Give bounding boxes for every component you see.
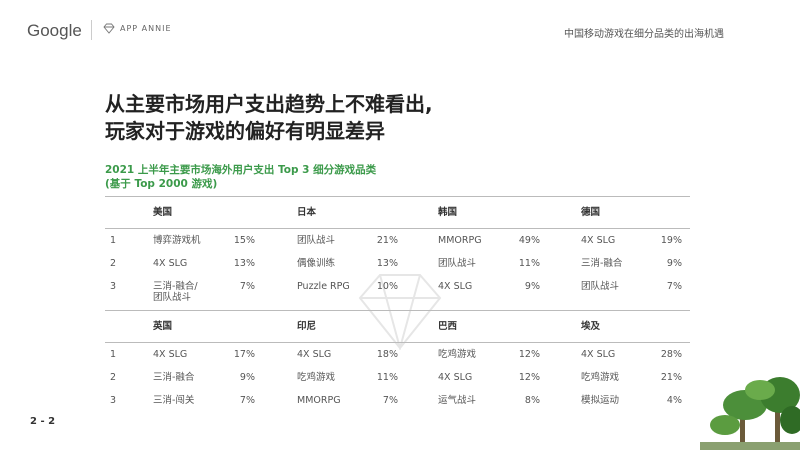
share-percent: 7% — [382, 395, 398, 406]
category-name: 运气战斗 — [438, 395, 477, 406]
share-percent: 13% — [376, 258, 398, 269]
category-name: 吃鸡游戏 — [581, 372, 620, 383]
share-percent: 7% — [239, 281, 255, 292]
share-percent: 4% — [666, 395, 682, 406]
category-name: 团队战斗 — [297, 235, 336, 246]
share-percent: 13% — [233, 258, 255, 269]
header-rule — [105, 228, 690, 229]
share-percent: 15% — [233, 235, 255, 246]
share-percent: 18% — [376, 349, 398, 360]
category-name: 4X SLG — [581, 235, 616, 246]
share-percent: 11% — [518, 258, 540, 269]
category-name: 吃鸡游戏 — [438, 349, 477, 360]
rank-number: 1 — [110, 235, 117, 246]
page-number: 2 - 2 — [30, 416, 56, 427]
title-line: 从主要市场用户支出趋势上不难看出, — [105, 92, 433, 116]
category-name: Puzzle RPG — [297, 281, 350, 292]
caption-line: 2021 上半年主要市场海外用户支出 Top 3 细分游戏品类 — [105, 164, 377, 176]
category-name: 4X SLG — [438, 281, 473, 292]
table-rule — [105, 196, 690, 197]
title-line: 玩家对于游戏的偏好有明显差异 — [105, 119, 385, 143]
market-name: 英国 — [153, 321, 173, 332]
category-name: 4X SLG — [153, 349, 188, 360]
category-name: 模拟运动 — [581, 395, 620, 406]
market-name: 日本 — [297, 207, 317, 218]
app-annie-logo: APP ANNIE — [103, 23, 172, 34]
share-percent: 7% — [239, 395, 255, 406]
header-rule — [105, 342, 690, 343]
share-percent: 9% — [239, 372, 255, 383]
trees-illustration — [700, 377, 800, 450]
share-percent: 10% — [376, 281, 398, 292]
category-name: 三消-融合 — [581, 258, 623, 269]
rank-number: 3 — [110, 395, 117, 406]
category-name: 团队战斗 — [581, 281, 620, 292]
share-percent: 19% — [660, 235, 682, 246]
partner-name: APP ANNIE — [120, 24, 172, 33]
category-name: 团队战斗 — [438, 258, 477, 269]
diamond-icon — [103, 23, 115, 34]
share-percent: 12% — [518, 349, 540, 360]
share-percent: 8% — [524, 395, 540, 406]
rank-number: 2 — [110, 258, 117, 269]
category-name: 4X SLG — [153, 258, 188, 269]
diamond-watermark-icon — [358, 274, 442, 350]
market-name: 德国 — [581, 207, 601, 218]
share-percent: 28% — [660, 349, 682, 360]
rank-number: 2 — [110, 372, 117, 383]
category-name: 4X SLG — [438, 372, 473, 383]
caption-line: (基于 Top 2000 游戏) — [105, 178, 218, 190]
share-percent: 12% — [518, 372, 540, 383]
header-divider — [91, 20, 92, 40]
share-percent: 49% — [518, 235, 540, 246]
market-name: 韩国 — [438, 207, 458, 218]
share-percent: 9% — [666, 258, 682, 269]
category-name: MMORPG — [438, 235, 482, 246]
category-name: 博弈游戏机 — [153, 235, 201, 246]
table-rule — [105, 310, 690, 311]
share-percent: 21% — [376, 235, 398, 246]
share-percent: 7% — [666, 281, 682, 292]
share-percent: 9% — [524, 281, 540, 292]
category-name: 三消-融合/ 团队战斗 — [153, 281, 198, 303]
rank-number: 3 — [110, 281, 117, 292]
page-title: 从主要市场用户支出趋势上不难看出, 玩家对于游戏的偏好有明显差异 — [105, 91, 433, 145]
category-name: 三消-融合 — [153, 372, 195, 383]
deck-title: 中国移动游戏在细分品类的出海机遇 — [564, 29, 724, 40]
category-name: 4X SLG — [581, 349, 616, 360]
category-name: 4X SLG — [297, 349, 332, 360]
market-name: 巴西 — [438, 321, 458, 332]
market-name: 印尼 — [297, 321, 317, 332]
category-name: 吃鸡游戏 — [297, 372, 336, 383]
share-percent: 21% — [660, 372, 682, 383]
category-name: 偶像训练 — [297, 258, 336, 269]
share-percent: 17% — [233, 349, 255, 360]
category-name: 三消-闯关 — [153, 395, 195, 406]
share-percent: 11% — [376, 372, 398, 383]
rank-number: 1 — [110, 349, 117, 360]
category-name: MMORPG — [297, 395, 341, 406]
google-logo: Google — [27, 21, 82, 40]
table-caption: 2021 上半年主要市场海外用户支出 Top 3 细分游戏品类 (基于 Top … — [105, 163, 376, 191]
market-name: 埃及 — [581, 321, 601, 332]
market-name: 美国 — [153, 207, 173, 218]
